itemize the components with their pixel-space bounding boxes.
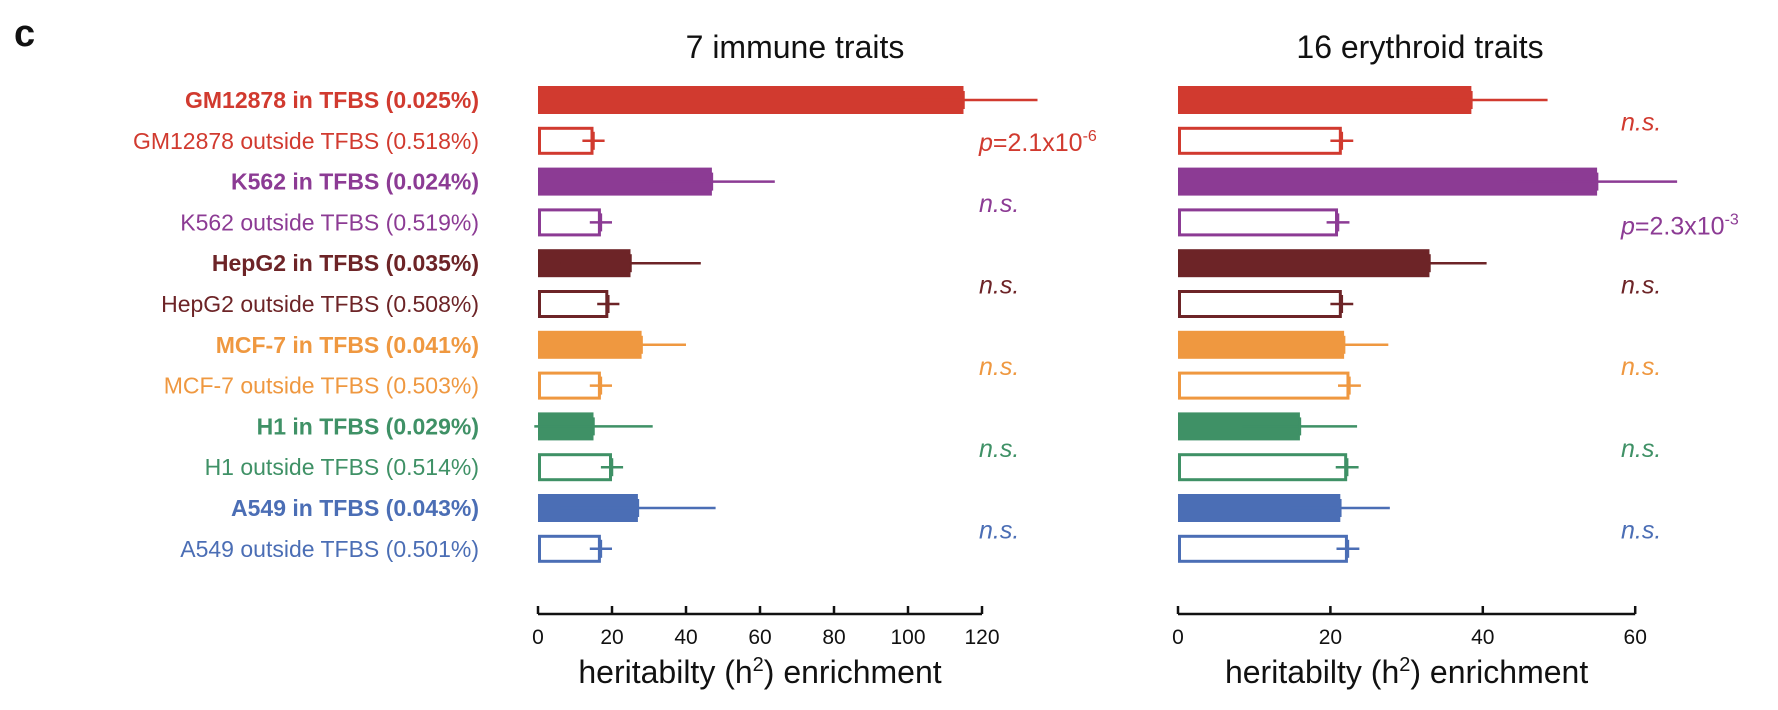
x-tick-label: 40 <box>1471 626 1494 649</box>
significance-label: n.s. <box>1621 108 1661 136</box>
row-label: H1 in TFBS (0.029%) <box>257 413 479 439</box>
significance-label: n.s. <box>979 353 1019 381</box>
row-label: K562 in TFBS (0.024%) <box>231 169 479 195</box>
significance-label: n.s. <box>1621 516 1661 544</box>
bar <box>1178 126 1342 155</box>
x-tick-label: 20 <box>1319 626 1342 649</box>
row-label: GM12878 in TFBS (0.025%) <box>185 87 479 113</box>
p-symbol: p <box>1620 212 1635 240</box>
significance-label: n.s. <box>1621 272 1661 300</box>
row-label: MCF-7 in TFBS (0.041%) <box>216 332 479 358</box>
significance-label: p=2.3x10-3 <box>1620 211 1739 240</box>
x-tick-label: 40 <box>674 626 697 649</box>
chart-erythroid: 16 erythroid traits n.s. p=2.3x10-3 n.s. n.s… <box>1172 29 1739 690</box>
bar <box>538 453 612 482</box>
chart-title: 7 immune traits <box>686 29 905 65</box>
x-tick-label: 20 <box>600 626 623 649</box>
x-tick-label: 60 <box>748 626 771 649</box>
x-tick-label: 120 <box>964 626 999 649</box>
significance-label: n.s. <box>1621 435 1661 463</box>
row-label: GM12878 outside TFBS (0.518%) <box>133 128 479 154</box>
x-tick-label: 100 <box>890 626 925 649</box>
bar <box>1178 290 1342 318</box>
p-symbol: p <box>978 129 993 157</box>
significance-label: p=2.1x10-6 <box>978 128 1097 157</box>
row-label: A549 in TFBS (0.043%) <box>231 495 479 521</box>
p-value: =2.1x10 <box>993 129 1083 157</box>
x-tick-label: 60 <box>1624 626 1647 649</box>
significance-label: n.s. <box>979 190 1019 218</box>
row-label: HepG2 outside TFBS (0.508%) <box>161 291 479 317</box>
significance-label: n.s. <box>979 435 1019 463</box>
row-label: A549 outside TFBS (0.501%) <box>180 536 479 562</box>
x-axis-label: heritabilty (h2) enrichment <box>1225 654 1588 690</box>
x-tick-label: 80 <box>822 626 845 649</box>
row-label: MCF-7 outside TFBS (0.503%) <box>164 373 479 399</box>
x-axis-label: heritabilty (h2) enrichment <box>578 654 941 690</box>
row-labels: GM12878 in TFBS (0.025%) GM12878 outside … <box>133 87 479 562</box>
p-exponent: -3 <box>1725 211 1739 228</box>
bar <box>1178 208 1339 237</box>
x-tick-label: 0 <box>532 626 544 649</box>
chart-title: 16 erythroid traits <box>1296 29 1543 65</box>
p-exponent: -6 <box>1083 128 1097 145</box>
bar <box>538 290 609 318</box>
panel-letter: c <box>14 13 35 55</box>
x-tick-label: 0 <box>1172 626 1184 649</box>
row-label: K562 outside TFBS (0.519%) <box>180 209 479 235</box>
chart-immune: 7 immune traits p=2.1x10-6 n.s. n.s. n.s. n.s… <box>532 29 1097 690</box>
significance-label: n.s. <box>979 272 1019 300</box>
row-label: H1 outside TFBS (0.514%) <box>205 454 479 480</box>
significance-label: n.s. <box>979 516 1019 544</box>
row-label: HepG2 in TFBS (0.035%) <box>212 250 479 276</box>
bar <box>1178 453 1348 482</box>
bar <box>1178 534 1348 563</box>
p-value: =2.3x10 <box>1635 212 1725 240</box>
bar <box>1178 371 1350 400</box>
significance-label: n.s. <box>1621 353 1661 381</box>
